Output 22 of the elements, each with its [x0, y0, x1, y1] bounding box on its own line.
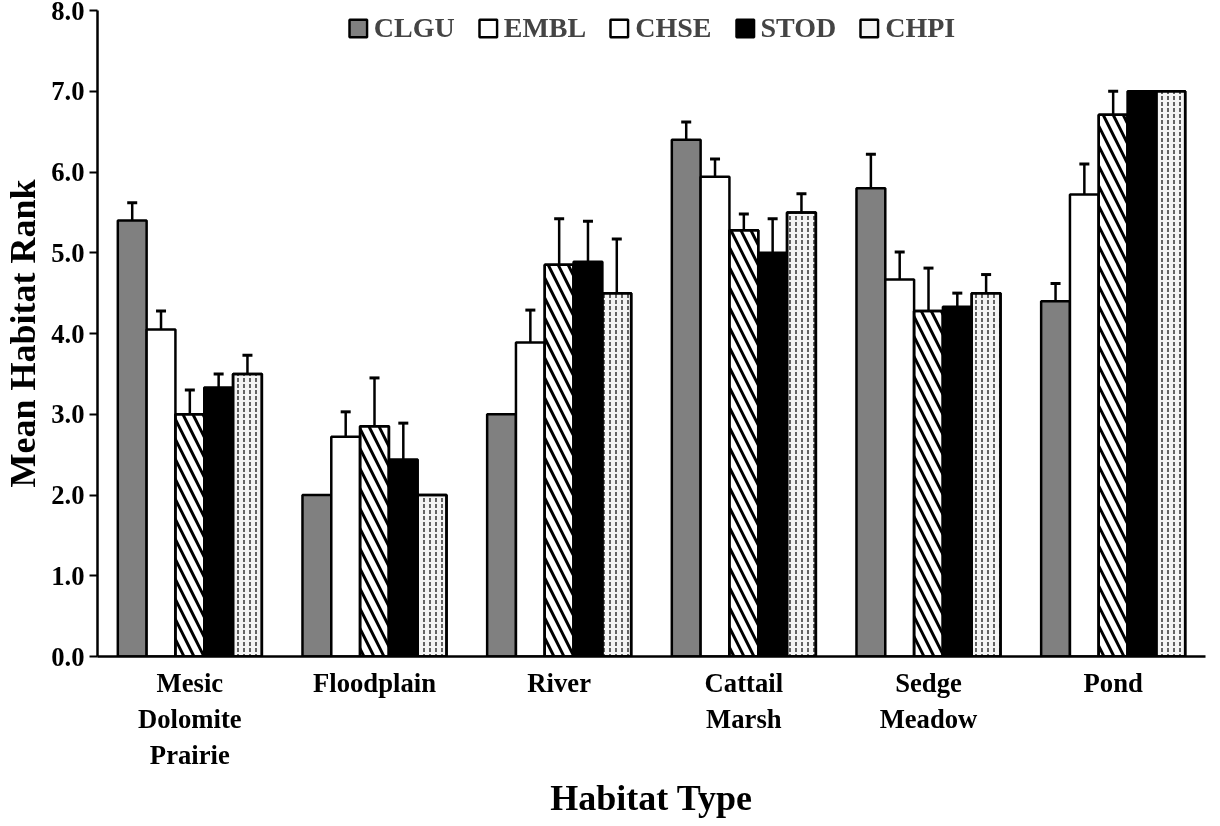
y-tick-label: 3.0 [51, 399, 85, 430]
legend-label: EMBL [503, 12, 587, 44]
y-axis-title: Mean Habitat Rank [3, 179, 44, 488]
x-tick-label: Pond [1083, 667, 1143, 698]
y-tick-label: 6.0 [51, 157, 85, 187]
x-tick-label: Cattail Marsh [704, 667, 784, 734]
legend-label: CHSE [635, 12, 712, 44]
legend-label: CLGU [373, 12, 455, 44]
legend-label: STOD [760, 12, 837, 44]
y-tick-label: 8.0 [51, 0, 85, 26]
x-tick-label: Floodplain [313, 667, 437, 698]
legend-label: CHPI [885, 12, 956, 44]
y-tick-label: 2.0 [51, 480, 85, 510]
x-axis-title: Habitat Type [550, 777, 753, 818]
y-tick-label: 4.0 [51, 318, 85, 349]
x-tick-label: Mesic Dolomite Prairie [138, 667, 242, 770]
y-tick-label: 0.0 [51, 641, 85, 672]
y-tick-label: 1.0 [51, 560, 85, 591]
x-tick-label: River [527, 667, 592, 698]
y-tick-label: 5.0 [51, 237, 85, 268]
x-tick-label: Sedge Meadow [879, 667, 979, 734]
y-tick-label: 7.0 [51, 76, 85, 107]
